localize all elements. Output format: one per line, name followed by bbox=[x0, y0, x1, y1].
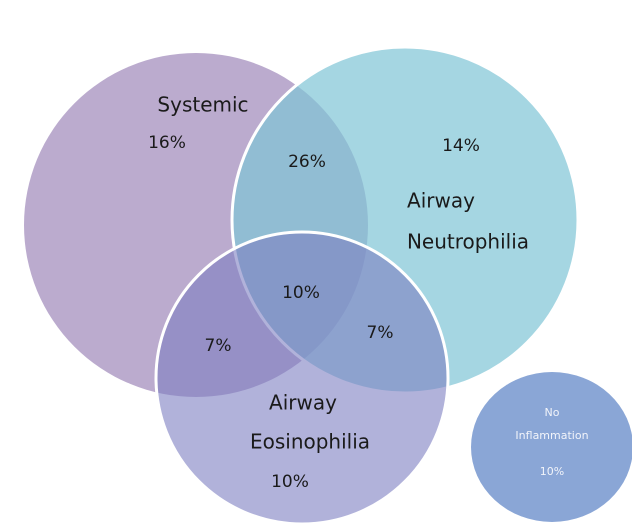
set-label: Airway bbox=[269, 391, 337, 415]
set-label: Eosinophilia bbox=[250, 430, 370, 454]
eosinophilia-circle bbox=[154, 230, 450, 524]
region-value: 14% bbox=[442, 136, 480, 156]
set-label: Neutrophilia bbox=[407, 230, 529, 254]
overlap-value: 26% bbox=[288, 152, 326, 172]
set-label: Systemic bbox=[157, 93, 248, 117]
no-inflammation-value: 10% bbox=[540, 465, 564, 478]
no-inflammation-circle bbox=[471, 372, 632, 522]
no-inflammation-label: Inflammation bbox=[515, 429, 588, 442]
set-label: Airway bbox=[407, 189, 475, 213]
no-inflammation-label: No bbox=[545, 406, 560, 419]
overlap-value: 7% bbox=[367, 323, 394, 343]
region-value: 10% bbox=[271, 472, 309, 492]
overlap-value: 10% bbox=[282, 283, 320, 303]
overlap-value: 7% bbox=[205, 336, 232, 356]
region-value: 16% bbox=[148, 133, 186, 153]
